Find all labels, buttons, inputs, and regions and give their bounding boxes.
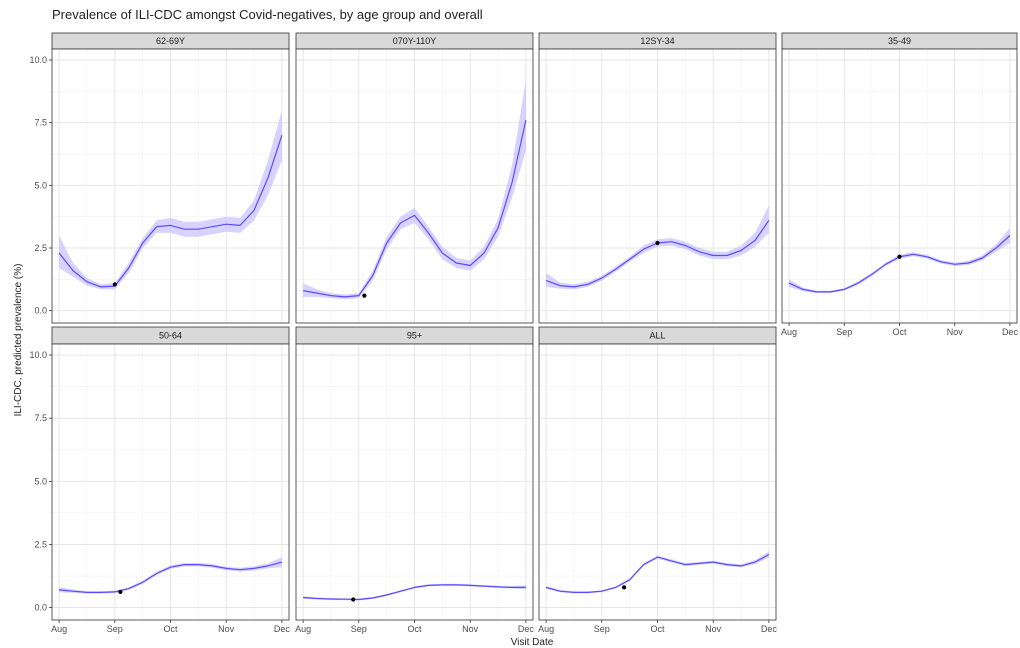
x-tick-label: Aug	[51, 624, 67, 634]
panel-border	[295, 48, 534, 324]
series-line-95	[303, 584, 526, 601]
chart-title: Prevalence of ILI-CDC amongst Covid-nega…	[52, 7, 483, 22]
x-tick-label: Dec	[1002, 327, 1019, 337]
marker-point-95	[351, 597, 356, 602]
x-tick-label: Aug	[781, 327, 797, 337]
x-tick-label: Oct	[892, 327, 907, 337]
x-tick-label: Nov	[462, 624, 479, 634]
y-tick-label: 5.0	[34, 476, 47, 486]
x-tick-label: Sep	[107, 624, 123, 634]
y-tick-label: 5.0	[34, 180, 47, 190]
x-tick-label: Nov	[218, 624, 235, 634]
marker-point-62-69y	[112, 282, 117, 287]
panel-12sy-34: 12SY-34	[538, 32, 777, 324]
x-axis-title: Visit Date	[511, 637, 554, 648]
x-tick-label: Dec	[518, 624, 535, 634]
facet-label-62-69y: 62-69Y	[156, 36, 185, 46]
series-line-62-69y	[58, 135, 283, 288]
y-axis-title: ILI-CDC, predicted prevalence (%)	[13, 264, 24, 417]
x-tick-label: Dec	[761, 624, 778, 634]
series-line-50-64	[59, 561, 283, 594]
y-tick-label: 2.5	[34, 539, 47, 549]
y-tick-label: 0.0	[34, 603, 47, 613]
panel-all: ALL Aug Sep Oct Nov Dec	[538, 326, 778, 634]
x-tick-label: Aug	[295, 624, 311, 634]
y-tick-label: 2.5	[34, 243, 47, 253]
x-tick-label: Nov	[947, 327, 964, 337]
x-tick-label: Aug	[538, 624, 554, 634]
panel-border	[51, 48, 290, 324]
y-tick-label: 7.5	[34, 413, 47, 423]
panel-95: 95+ Aug Sep Oct Nov Dec	[295, 326, 535, 634]
y-tick-label: 10.0	[29, 55, 47, 65]
marker-point-all	[621, 585, 627, 590]
y-tick-label: 10.0	[29, 350, 47, 360]
panel-62-69y: 62-69Y 0.0 2.5 5.0 7.5 10.0	[29, 32, 290, 324]
facet-label-070y-110y: 070Y-110Y	[393, 36, 437, 46]
x-tick-label: Nov	[705, 624, 722, 634]
facet-label-all: ALL	[649, 331, 665, 341]
facet-label-35-49: 35-49	[888, 36, 911, 46]
facet-label-12sy-34: 12SY-34	[640, 36, 674, 46]
facet-label-50-64: 50-64	[159, 331, 182, 341]
panels-layer: 62-69Y 0.0 2.5 5.0 7.5 10.0 070Y-110Y 12SY-34 35…	[29, 32, 1019, 634]
marker-point-35-49	[897, 254, 902, 259]
facet-label-95: 95+	[407, 331, 422, 341]
panel-50-64: 50-64 0.0 2.5 5.0 7.5 10.0 Aug Sep Oct Nov Dec	[29, 326, 291, 634]
y-tick-label: 7.5	[34, 118, 47, 128]
x-tick-label: Sep	[594, 624, 610, 634]
panel-070y-110y: 070Y-110Y	[295, 32, 534, 324]
y-tick-label: 0.0	[34, 306, 47, 316]
series-line-070y-110y	[302, 119, 527, 298]
panel-35-49: 35-49 Aug Sep Oct Nov Dec	[781, 32, 1019, 337]
x-tick-label: Dec	[274, 624, 291, 634]
x-tick-label: Oct	[407, 624, 422, 634]
x-tick-label: Sep	[351, 624, 367, 634]
x-tick-label: Oct	[163, 624, 178, 634]
marker-point-070y-110y	[362, 293, 367, 298]
series-line-all	[545, 553, 770, 594]
marker-point-50-64	[118, 589, 123, 595]
x-tick-label: Oct	[650, 624, 665, 634]
x-tick-label: Sep	[836, 327, 852, 337]
panel-border	[538, 48, 777, 324]
marker-point-12sy-34	[655, 240, 660, 246]
